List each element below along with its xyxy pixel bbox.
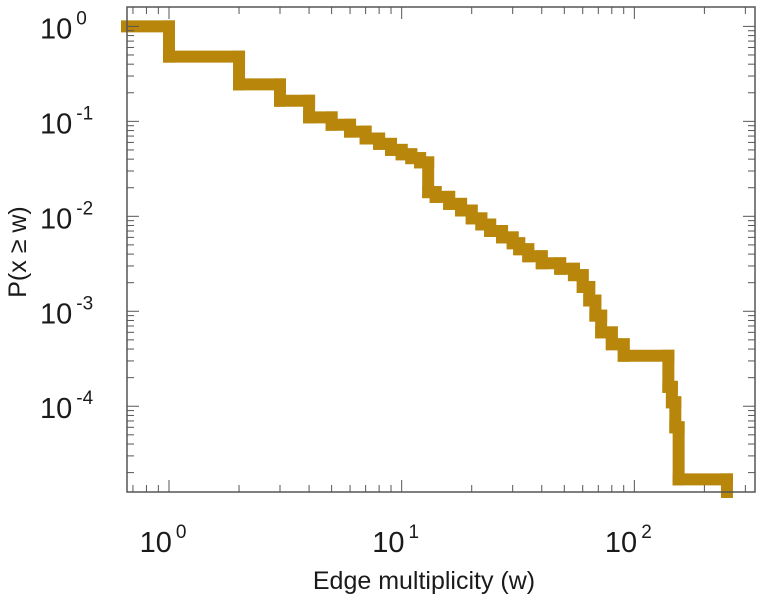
y-tick-label: 10 -4 — [40, 388, 94, 425]
y-tick-label: 10 -3 — [40, 293, 93, 330]
x-axis-label: Edge multiplicity (w) — [313, 567, 535, 595]
x-tick-label: 10 2 — [605, 522, 652, 559]
y-tick-label: 10 -1 — [40, 103, 93, 140]
x-tick-label: 10 1 — [372, 522, 419, 559]
series-ccdf — [121, 20, 733, 498]
y-tick-label: 10 -2 — [40, 198, 93, 235]
plot-frame — [126, 6, 756, 493]
y-tick-label: 10 0 — [40, 8, 87, 45]
y-axis-label: P(x ≥ w) — [4, 206, 32, 298]
x-tick-label: 10 0 — [140, 522, 187, 559]
